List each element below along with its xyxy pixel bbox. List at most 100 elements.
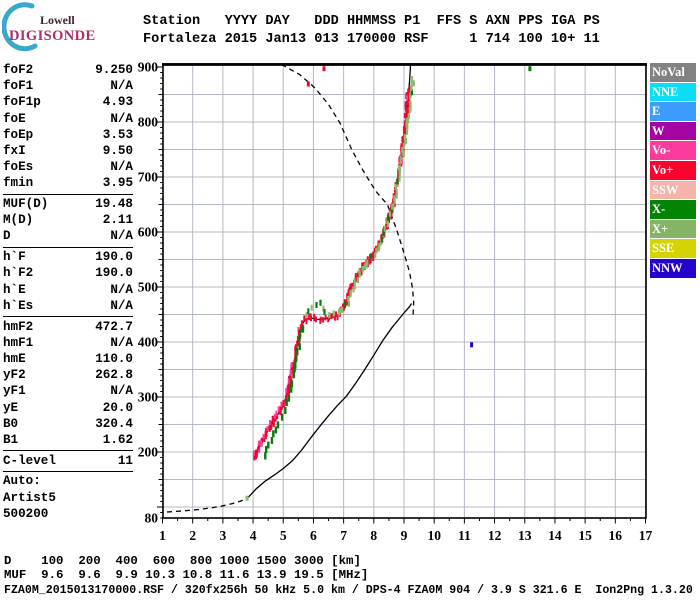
param-value: N/A <box>110 160 133 175</box>
param-label: hmE <box>3 351 26 366</box>
y-tick-label: 300 <box>138 390 159 405</box>
doppler-direction-legend: NoVal NNE E W Vo- Vo+ SSW X- X+ SSE NNW <box>650 63 696 279</box>
x-tick-label: 10 <box>427 528 441 543</box>
param-value: 20.0 <box>102 400 133 415</box>
param-value: N/A <box>110 335 133 350</box>
param-value: 3.53 <box>102 127 133 142</box>
param-row-Auto: Auto: <box>3 473 133 489</box>
param-row-yF2: yF2 262.8 <box>3 367 133 383</box>
profile-bottomside-extrapolated <box>166 496 249 513</box>
param-row-hE: h`E N/A <box>3 282 133 298</box>
y-tick-label: 200 <box>138 445 159 460</box>
param-row-foE: foE N/A <box>3 111 133 127</box>
param-value: N/A <box>110 229 133 244</box>
x-tick-label: 11 <box>458 528 471 543</box>
param-label: D <box>3 229 11 244</box>
param-row-yE: yE 20.0 <box>3 400 133 416</box>
echo-point <box>528 66 532 72</box>
param-value: 4.93 <box>102 95 133 110</box>
logo-text-digisonde: DIGISONDE <box>9 28 96 44</box>
param-row-MUFD: MUF(D) 19.48 <box>3 196 133 212</box>
echo-trace-x-mode-cusp-bump <box>305 299 326 319</box>
lowell-digisonde-logo: Lowell DIGISONDE <box>2 2 114 52</box>
logo-arc-icon <box>2 2 38 52</box>
x-tick-label: 1 <box>159 528 166 543</box>
header-station-values: Fortaleza 2015 Jan13 013 170000 RSF 1 71… <box>143 32 600 47</box>
y-tick-label: 400 <box>138 335 159 350</box>
param-label: foEp <box>3 127 34 142</box>
param-row-foEp: foEp 3.53 <box>3 127 133 143</box>
param-label: foF1 <box>3 79 34 94</box>
param-section-divider <box>3 246 133 248</box>
param-value: 1.62 <box>102 432 133 447</box>
isolated-echo-points <box>245 66 532 501</box>
x-tick-label: 17 <box>639 528 653 543</box>
x-tick-label: 5 <box>280 528 287 543</box>
param-value: 320.4 <box>95 416 133 431</box>
param-value: 190.0 <box>95 250 133 265</box>
legend-item-x: X- <box>650 200 696 220</box>
x-tick-label: 14 <box>548 528 562 543</box>
param-row-D: D N/A <box>3 228 133 244</box>
x-tick-label: 4 <box>250 528 257 543</box>
param-row-fmin: fmin 3.95 <box>3 175 133 191</box>
y-tick-label: 700 <box>138 170 159 185</box>
param-value: 9.50 <box>102 143 133 158</box>
param-value: 19.48 <box>95 197 133 212</box>
file-info-line: FZA0M_2015013170000.RSF / 320fx256h 50 k… <box>4 584 693 597</box>
legend-item-nne: NNE <box>650 82 696 103</box>
param-label: MUF(D) <box>3 197 49 212</box>
x-tick-label: 15 <box>578 528 592 543</box>
param-label: Auto: <box>3 474 41 489</box>
param-row-Artist5: Artist5 <box>3 490 133 506</box>
param-value: 2.11 <box>102 213 133 228</box>
param-value: N/A <box>110 79 133 94</box>
param-label: hmF1 <box>3 335 34 350</box>
echo-trace-o-mode-lower <box>253 320 304 461</box>
scaled-parameters-panel: foF2 9.250 foF1 N/A foF1p 4.93 foE N/A foEp 3.53 f… <box>3 62 133 522</box>
param-value: 110.0 <box>95 351 133 366</box>
profile-bottomside <box>248 303 413 498</box>
param-label: hmF2 <box>3 319 34 334</box>
profile-and-trace-curves <box>166 63 415 513</box>
param-label: fxI <box>3 143 26 158</box>
y-tick-label: 500 <box>138 280 159 295</box>
x-tick-label: 16 <box>609 528 623 543</box>
param-row-B0: B0 320.4 <box>3 416 133 432</box>
y-tick-label: 600 <box>138 225 159 240</box>
legend-item-x: X+ <box>650 219 696 240</box>
legend-item-ssw: SSW <box>650 180 696 201</box>
param-row-hmE: hmE 110.0 <box>3 351 133 367</box>
legend-item-e: E <box>650 102 696 122</box>
param-label: foF2 <box>3 63 34 77</box>
param-value: 11 <box>117 453 133 468</box>
param-label: 500200 <box>3 506 49 521</box>
param-value: N/A <box>110 111 133 126</box>
param-value: N/A <box>110 384 133 399</box>
artist-fitted-trace <box>254 64 412 458</box>
param-row-foF1p: foF1p 4.93 <box>3 94 133 110</box>
param-value: 262.8 <box>95 368 133 383</box>
param-row-Clevel: C-level 11 <box>3 453 133 469</box>
x-tick-label: 7 <box>340 528 347 543</box>
param-value: 190.0 <box>95 266 133 281</box>
param-label: foE <box>3 111 26 126</box>
y-tick-label: 80 <box>145 511 159 526</box>
muf-frequency-row: MUF 9.6 9.6 9.9 10.3 10.8 11.6 13.9 19.5… <box>4 568 369 582</box>
x-tick-label: 8 <box>370 528 377 543</box>
param-label: fmin <box>3 176 34 191</box>
legend-item-sse: SSE <box>650 239 696 259</box>
param-label: B1 <box>3 432 19 447</box>
echo-trace-x-mode-upper <box>328 76 415 319</box>
echo-point <box>245 495 249 501</box>
param-label: yF2 <box>3 368 26 383</box>
x-tick-label: 3 <box>220 528 227 543</box>
x-tick-label: 12 <box>488 528 502 543</box>
param-label: Artist5 <box>3 490 56 505</box>
param-row-hmF2: hmF2 472.7 <box>3 319 133 335</box>
y-tick-label: 800 <box>138 115 159 130</box>
header-column-titles: Station YYYY DAY DDD HHMMSS P1 FFS S AXN… <box>143 14 600 29</box>
